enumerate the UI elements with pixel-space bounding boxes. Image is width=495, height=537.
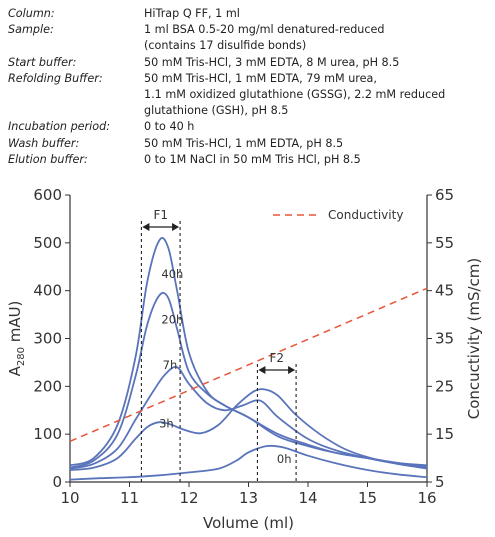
x-tick-label: 10 <box>60 489 79 507</box>
y2-tick-label: 35 <box>435 330 454 348</box>
y2-tick-label: 5 <box>435 473 445 491</box>
experiment-conditions: Column: HiTrap Q FF, 1 ml Sample: 1 ml BSA … <box>8 6 488 168</box>
condition-label: Start buffer: <box>8 55 77 69</box>
x-tick-label: 13 <box>239 489 258 507</box>
condition-row: Wash buffer: 50 mM Tris-HCl, 1 mM EDTA, p… <box>8 136 488 152</box>
trace-40h <box>69 237 428 467</box>
trace-3h <box>69 388 428 471</box>
condition-label: Sample: <box>8 23 54 37</box>
trace-label: 40h <box>161 267 183 281</box>
condition-value: 0 to 40 h <box>144 120 195 134</box>
y-axis-title-main: A <box>6 365 24 376</box>
x-tick-label: 16 <box>417 489 436 507</box>
condition-label: Column: <box>8 7 55 20</box>
trace-0h <box>69 444 428 481</box>
x-tick-label: 15 <box>358 489 377 507</box>
y-axis-title: A280 mAU) <box>6 301 27 377</box>
y-axis-title-unit: mAU) <box>6 301 24 347</box>
condition-row: Elution buffer: 0 to 1M NaCl in 50 mM Tri… <box>8 152 488 168</box>
condition-value: 50 mM Tris-HCl, 3 mM EDTA, 8 M urea, pH … <box>144 55 400 69</box>
condition-label: Incubation period: <box>8 120 110 134</box>
condition-value: 50 mM Tris-HCl, 1 mM EDTA, pH 8.5 <box>144 136 344 150</box>
y2-tick-label: 65 <box>435 186 454 204</box>
trace-label: 20h <box>161 312 183 326</box>
condition-row: Incubation period: 0 to 40 h <box>8 119 488 135</box>
x-tick-label: 11 <box>120 489 139 507</box>
condition-value: 50 mM Tris-HCl, 1 mM EDTA, 79 mM urea, 1… <box>144 71 446 118</box>
trace-20h <box>69 291 428 469</box>
y-axis-title-subscript: 280 <box>16 347 27 366</box>
legend-label: Conductivity <box>328 208 403 222</box>
condition-row: Column: HiTrap Q FF, 1 ml <box>8 6 488 22</box>
fraction-arrowhead-right <box>172 223 180 231</box>
x-tick-label: 14 <box>298 489 317 507</box>
conductivity-line <box>69 287 428 443</box>
condition-value: HiTrap Q FF, 1 ml <box>144 7 240 20</box>
y-tick-label: 100 <box>33 425 62 443</box>
fraction-label: F2 <box>269 351 284 365</box>
y-tick-label: 0 <box>52 473 62 491</box>
trace-label: 0h <box>277 452 292 466</box>
condition-label: Refolding Buffer: <box>8 71 103 85</box>
y-tick-label: 600 <box>33 186 62 204</box>
condition-row: Refolding Buffer: 50 mM Tris-HCl, 1 mM ED… <box>8 71 488 120</box>
trace-label: 3h <box>159 417 174 431</box>
y-tick-label: 500 <box>33 234 62 252</box>
y2-tick-label: 55 <box>435 234 454 252</box>
condition-label: Elution buffer: <box>8 152 88 166</box>
fraction-arrowhead-left <box>258 366 266 374</box>
condition-row: Sample: 1 ml BSA 0.5-20 mg/ml denatured-r… <box>8 22 488 54</box>
condition-row: Start buffer: 50 mM Tris-HCl, 3 mM EDTA, … <box>8 55 488 71</box>
y-tick-label: 400 <box>33 282 62 300</box>
x-tick-label: 12 <box>179 489 198 507</box>
y-tick-label: 300 <box>33 330 62 348</box>
x-axis-title: Volume (ml) <box>203 514 294 532</box>
y2-tick-label: 45 <box>435 282 454 300</box>
y2-tick-label: 15 <box>435 425 454 443</box>
trace-label: 7h <box>163 358 178 372</box>
condition-value: 1 ml BSA 0.5-20 mg/ml denatured-reduced … <box>144 23 385 53</box>
fraction-arrowhead-left <box>142 223 150 231</box>
y2-axis-title: Concuctivity (mS/cm) <box>465 258 483 420</box>
fraction-arrowhead-right <box>288 366 296 374</box>
condition-label: Wash buffer: <box>8 136 80 150</box>
y-tick-label: 200 <box>33 377 62 395</box>
condition-value: 0 to 1M NaCl in 50 mM Tris HCl, pH 8.5 <box>144 152 361 166</box>
fraction-label: F1 <box>153 208 168 222</box>
y2-tick-label: 25 <box>435 377 454 395</box>
trace-7h <box>69 365 428 470</box>
